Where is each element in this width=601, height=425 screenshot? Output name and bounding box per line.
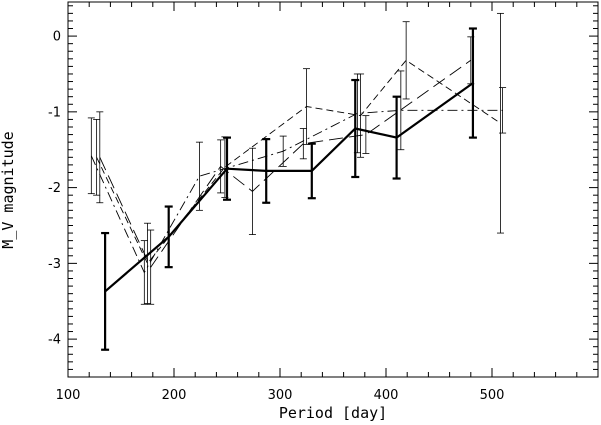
x-tick-label: 200 bbox=[162, 388, 187, 403]
series-line bbox=[90, 109, 503, 274]
x-tick-label: 100 bbox=[56, 388, 81, 403]
error-bar bbox=[279, 135, 287, 167]
series-line bbox=[104, 82, 474, 293]
error-bar bbox=[392, 95, 401, 180]
error-bar bbox=[144, 222, 151, 304]
error-bar bbox=[402, 21, 410, 100]
series-line bbox=[99, 59, 472, 269]
error-bar bbox=[87, 117, 95, 195]
error-bar bbox=[307, 142, 316, 200]
x-axis-title: Period [day] bbox=[279, 404, 387, 422]
axis-ticks bbox=[67, 2, 599, 378]
error-bar bbox=[195, 141, 203, 211]
x-tick-label: 300 bbox=[268, 388, 293, 403]
plot-frame bbox=[67, 1, 599, 378]
y-tick-label: -1 bbox=[48, 105, 61, 120]
error-bar bbox=[140, 240, 148, 305]
error-bar bbox=[499, 87, 507, 134]
error-bar bbox=[262, 138, 271, 204]
error-bar bbox=[147, 229, 155, 305]
error-bar bbox=[101, 231, 110, 351]
error-bar bbox=[299, 128, 307, 160]
error-bar bbox=[362, 115, 370, 154]
series-line bbox=[96, 59, 501, 265]
error-bar bbox=[397, 70, 405, 151]
error-bar bbox=[351, 78, 360, 179]
series-dash-dot bbox=[87, 70, 507, 305]
series-long-dashed bbox=[96, 36, 475, 305]
y-tick-label: -3 bbox=[48, 257, 61, 272]
x-tick-label: 400 bbox=[374, 388, 399, 403]
y-axis-title: M_V magnitude bbox=[0, 131, 17, 248]
error-bar bbox=[223, 136, 231, 201]
error-bar bbox=[248, 147, 256, 235]
error-bar bbox=[164, 205, 173, 269]
error-bar bbox=[468, 27, 477, 139]
error-bar bbox=[93, 119, 101, 196]
y-tick-label: -4 bbox=[48, 333, 61, 348]
error-bar bbox=[217, 139, 225, 194]
error-bar bbox=[496, 12, 504, 234]
series-solid-thick bbox=[101, 27, 477, 351]
y-tick-label: 0 bbox=[53, 30, 61, 45]
x-tick-label: 500 bbox=[480, 388, 505, 403]
series-dashed bbox=[93, 12, 504, 304]
tick-labels: 100 200 300 400 500 0 -1 -2 -3 -4 bbox=[48, 30, 504, 403]
error-bar bbox=[96, 111, 104, 204]
y-tick-label: -2 bbox=[48, 181, 61, 196]
series-group bbox=[87, 12, 507, 351]
